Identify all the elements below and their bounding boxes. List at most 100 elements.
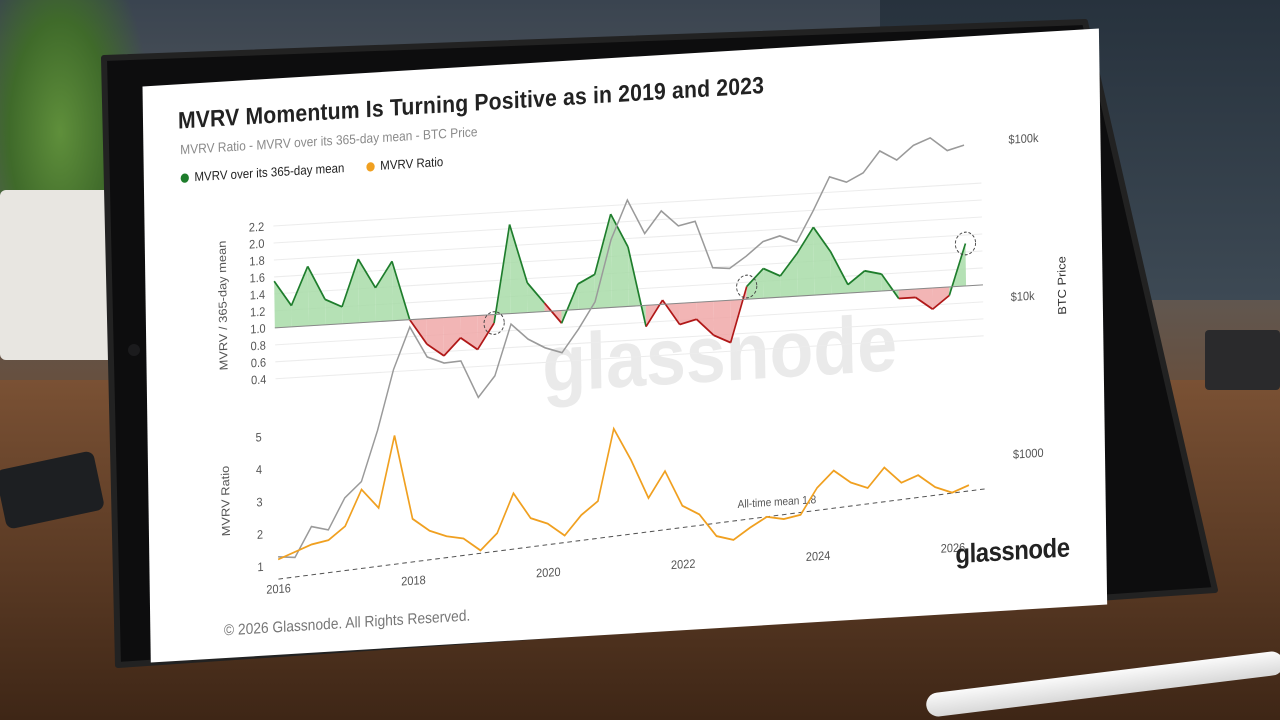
price-axis-label: $10k: [1011, 289, 1035, 304]
area-segment: [696, 301, 714, 336]
grid-line: [273, 182, 982, 227]
area-segment: [864, 270, 882, 293]
x-tick-label: 2020: [536, 565, 561, 580]
y-tick-label: 0.4: [251, 373, 267, 388]
chart-svg: glassnode 0.40.60.81.01.21.41.61.82.02.2…: [215, 131, 1069, 597]
x-tick-label: 2026: [941, 541, 966, 556]
area-segment: [527, 282, 545, 313]
x-tick-label: 2024: [806, 549, 831, 564]
y-tick-label: 4: [256, 463, 263, 477]
series-line-segment: [796, 226, 815, 255]
series-line-segment: [560, 283, 579, 324]
area-segment: [713, 300, 731, 343]
area-segment: [796, 227, 815, 297]
y-tick-label: 1.4: [250, 288, 266, 303]
y-tick-label: 1.6: [249, 271, 265, 286]
series-line-segment: [829, 251, 849, 286]
y-tick-label: 0.8: [250, 339, 266, 354]
area-segment: [830, 251, 849, 295]
x-tick-label: 2022: [671, 557, 696, 572]
area-segment: [780, 253, 798, 298]
y-tick-label: 2.0: [249, 237, 265, 252]
series-line-segment: [847, 270, 866, 286]
series-line-segment: [306, 265, 326, 300]
area-segment: [847, 270, 865, 294]
background-box: [1205, 330, 1280, 390]
area-segment: [746, 268, 764, 300]
y-tick-label: 3: [256, 496, 262, 510]
area-segment: [291, 266, 309, 327]
series-line-segment: [391, 260, 411, 321]
price-axis-label: $1000: [1013, 446, 1044, 462]
series-line-segment: [526, 282, 546, 304]
series-line-segment: [898, 296, 916, 300]
series-line-segment: [696, 318, 715, 336]
highlight-circle: [736, 274, 758, 299]
area-segment: [932, 286, 950, 310]
area-segment: [763, 268, 781, 299]
series-line-segment: [915, 296, 934, 310]
area-segment: [460, 315, 478, 350]
y-axis-label: MVRV Ratio: [219, 465, 233, 536]
price-axis-title: BTC Price: [1055, 256, 1069, 316]
area-segment: [426, 317, 444, 356]
series-line-segment: [476, 322, 495, 351]
series-line-segment: [341, 258, 359, 308]
series-line-segment: [357, 258, 377, 289]
background-pot: [0, 190, 115, 360]
y-tick-label: 1.8: [249, 254, 265, 269]
series-line-segment: [609, 213, 629, 248]
series-line-segment: [443, 337, 462, 357]
y-tick-label: 0.6: [251, 356, 267, 371]
top-panel: 0.4 0.6 0.8 1.0 1.2 1.4 1.6 1.8 2.0 2.2 MVRV / 365…: [215, 182, 984, 388]
area-segment: [375, 261, 393, 322]
series-line-segment: [679, 318, 697, 326]
series-line-segment: [729, 286, 748, 343]
y-axis-label: MVRV / 365-day mean: [215, 240, 230, 370]
camera-icon: [128, 344, 140, 356]
tablet-screen: MVRV Momentum Is Turning Positive as in …: [142, 28, 1108, 663]
series-line-segment: [762, 267, 781, 277]
bottom-panel: 1 2 3 4 5 MVRV Ratio All-time mean 1.8 $100k $10…: [219, 131, 1069, 580]
series-line-segment: [713, 334, 731, 344]
area-segment: [443, 316, 461, 356]
area-segment: [307, 266, 326, 326]
series-line-segment: [593, 213, 612, 275]
series-line-segment: [577, 273, 596, 285]
mean-line-label: All-time mean 1.8: [737, 494, 816, 511]
series-line-segment: [460, 337, 479, 351]
area-segment: [898, 288, 916, 299]
series-line-segment: [409, 319, 428, 345]
series-line-segment: [374, 260, 393, 289]
area-segment: [577, 274, 596, 310]
series-line-segment: [880, 273, 900, 300]
highlight-circle: [483, 311, 505, 335]
series-line-segment: [746, 267, 764, 288]
grid-line: [273, 199, 982, 244]
y-tick-label: 2.2: [249, 220, 265, 235]
y-tick-label: 1: [257, 560, 263, 574]
series-line-segment: [779, 253, 798, 277]
area-segment: [679, 302, 697, 325]
x-axis: 2016 2018 2020 2022 2024 2026: [266, 541, 965, 597]
series-line-segment: [627, 246, 647, 327]
series-line-segment: [864, 269, 882, 275]
area-segment: [813, 227, 832, 296]
price-axis-label: $100k: [1008, 131, 1038, 147]
series-line-segment: [932, 294, 950, 310]
grid-line: [275, 301, 984, 346]
series-line-segment: [508, 224, 529, 284]
area-segment: [477, 314, 495, 350]
series-line-segment: [290, 266, 309, 306]
mean-line: [278, 488, 986, 580]
series-line-segment: [493, 224, 511, 324]
area-segment: [610, 214, 629, 308]
area-segment: [915, 287, 933, 310]
series-line-segment: [812, 226, 832, 253]
y-tick-label: 2: [257, 528, 263, 542]
btc-price-line: [278, 136, 965, 559]
y-tick-label: 5: [255, 431, 262, 445]
series-line-segment: [324, 298, 343, 308]
area-segment: [274, 281, 292, 328]
grid-line: [275, 318, 984, 363]
